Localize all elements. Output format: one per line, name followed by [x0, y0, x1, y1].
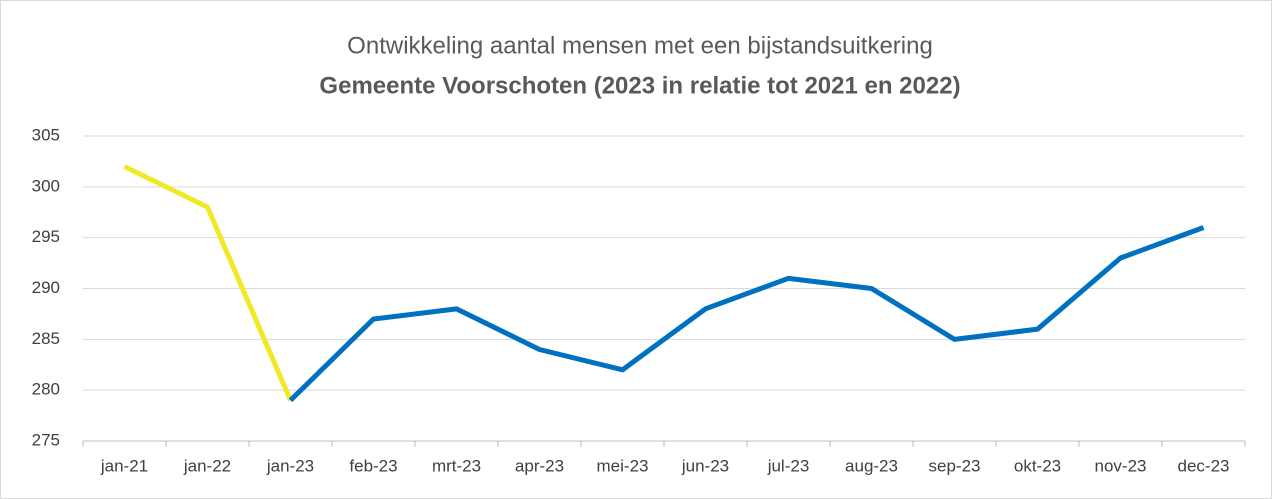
y-tick-label: 285 [32, 329, 60, 348]
x-tick-label: jan-21 [100, 456, 148, 475]
x-tick-label: mrt-23 [432, 456, 481, 475]
x-tick-label: mei-23 [597, 456, 649, 475]
x-tick-label: sep-23 [929, 456, 981, 475]
x-tick-label: nov-23 [1095, 456, 1147, 475]
y-tick-label: 290 [32, 278, 60, 297]
x-tick-label: jun-23 [681, 456, 729, 475]
x-tick-label: jul-23 [767, 456, 810, 475]
x-tick-label: feb-23 [349, 456, 397, 475]
x-tick-label: okt-23 [1014, 456, 1061, 475]
x-tick-label: jan-22 [183, 456, 231, 475]
x-tick-label: jan-23 [266, 456, 314, 475]
y-tick-label: 280 [32, 380, 60, 399]
series-line [123, 164, 293, 402]
x-tick-label: aug-23 [845, 456, 898, 475]
y-tick-label: 295 [32, 227, 60, 246]
series-line [288, 225, 1205, 403]
y-tick-label: 275 [32, 430, 60, 449]
chart-subtitle: Gemeente Voorschoten (2023 in relatie to… [319, 72, 960, 99]
y-tick-label: 305 [32, 125, 60, 144]
x-tick-label: apr-23 [515, 456, 564, 475]
chart-title: Ontwikkeling aantal mensen met een bijst… [347, 32, 933, 59]
x-tick-label: dec-23 [1178, 456, 1230, 475]
y-tick-label: 300 [32, 176, 60, 195]
